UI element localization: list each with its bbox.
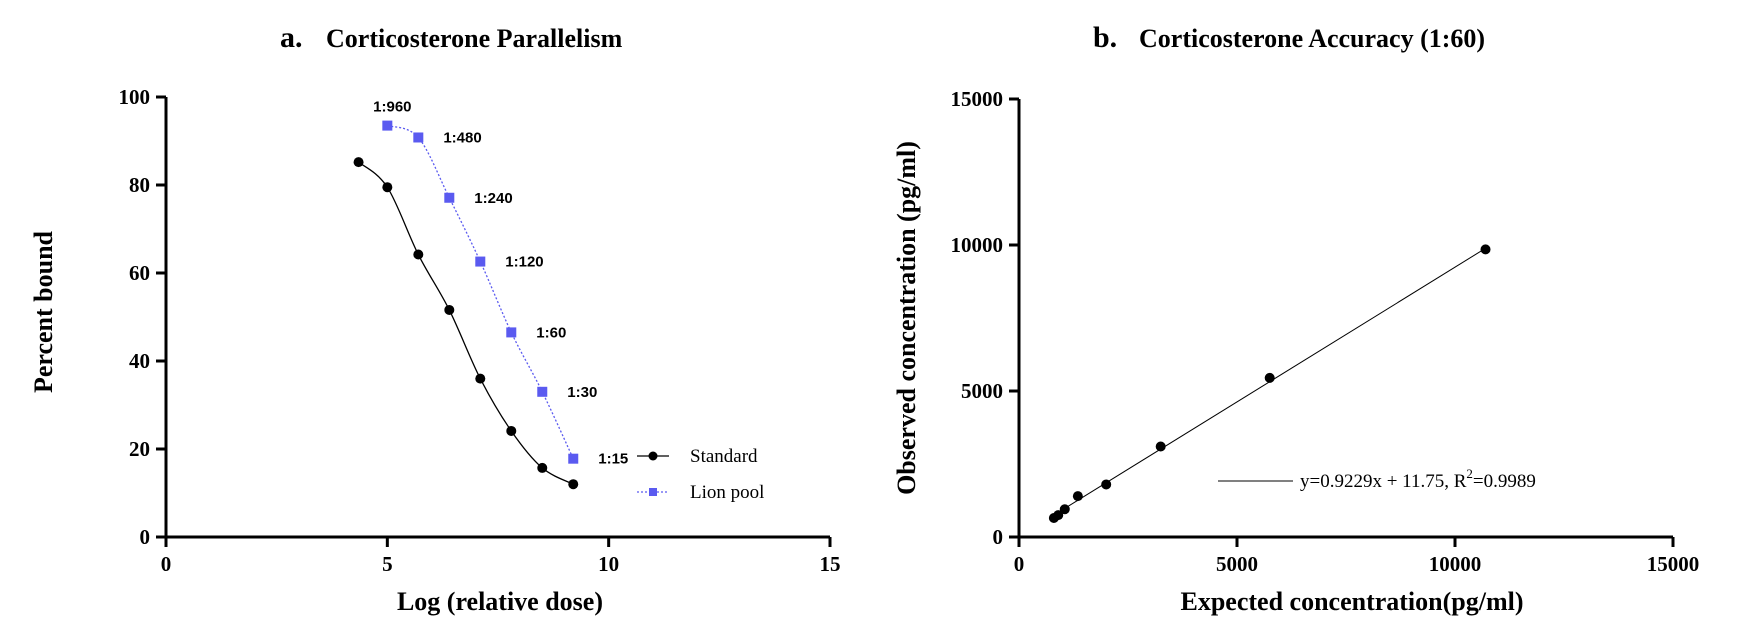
standard-curve (358, 161, 574, 485)
panel-b-letter: b. (1093, 21, 1117, 54)
accuracy-point (1480, 244, 1491, 255)
dilution-label: 1:60 (536, 324, 566, 341)
lion-pool-point (382, 120, 393, 131)
accuracy-point (1264, 372, 1275, 383)
panel-a-plot-area: 0 20 40 60 80 100 0 5 10 15 1:960 1:480 1:240 1:120 1:… (119, 85, 841, 576)
standard-point (475, 373, 486, 384)
dilution-label: 1:960 (373, 99, 411, 116)
standard-point (353, 157, 364, 168)
panel-a-y-tick-label: 80 (129, 173, 150, 197)
panel-b-x-tick-label: 5000 (1216, 552, 1258, 576)
panel-a-y-tick-label: 40 (129, 349, 150, 373)
panel-a-y-tick-label: 60 (129, 261, 150, 285)
panel-a-y-tick-label: 20 (129, 437, 150, 461)
panel-b-y-tick-label: 10000 (951, 233, 1004, 257)
lion-pool-curve (387, 124, 574, 459)
accuracy-point (1053, 510, 1064, 521)
dilution-label: 1:480 (443, 129, 481, 146)
panel-a-y-axis-title: Percent bound (29, 230, 58, 393)
lion-pool-point (475, 256, 486, 267)
panel-a-x-axis-title: Log (relative dose) (397, 587, 603, 616)
panel-b-title: Corticosterone Accuracy (1:60) (1139, 24, 1485, 53)
panel-b-y-tick-label: 0 (993, 525, 1004, 549)
panel-b-x-axis-title: Expected concentration(pg/ml) (1180, 587, 1523, 616)
lion-pool-point (444, 192, 455, 203)
dilution-label: 1:240 (474, 190, 512, 207)
panel-a-y-tick-label: 100 (119, 85, 151, 109)
accuracy-point (1101, 479, 1112, 490)
legend-lion-pool-marker (649, 488, 657, 496)
accuracy-point (1072, 491, 1083, 502)
fit-equation: y=0.9229x + 11.75, R2=0.9989 (1300, 466, 1536, 492)
panel-b-x-tick-label: 0 (1014, 552, 1025, 576)
lion-pool-point (506, 327, 517, 338)
lion-pool-point (413, 132, 424, 143)
panel-a-letter: a. (280, 21, 303, 54)
standard-point (444, 304, 455, 315)
accuracy-point (1155, 441, 1166, 452)
accuracy-point (1059, 504, 1070, 515)
lion-pool-point (537, 386, 548, 397)
panel-b-x-tick-label: 10000 (1429, 552, 1482, 576)
legend-lion-pool-label: Lion pool (690, 482, 764, 503)
legend-standard-marker (648, 451, 658, 461)
panel-a-x-tick-label: 15 (820, 552, 841, 576)
panel-b-y-tick-label: 5000 (961, 379, 1003, 403)
dilution-label: 1:15 (598, 451, 628, 468)
panel-a-x-tick-label: 10 (598, 552, 619, 576)
standard-point (413, 249, 424, 260)
panel-b-y-axis-title: Observed concentration (pg/ml) (892, 141, 921, 495)
standard-point (568, 479, 579, 490)
panel-a-x-tick-label: 0 (161, 552, 172, 576)
panel-a-y-tick-label: 0 (140, 525, 151, 549)
legend-standard-label: Standard (690, 446, 758, 467)
panel-b-y-tick-label: 15000 (951, 87, 1004, 111)
panel-b-plot-area: 0 5000 10000 15000 0 5000 10000 15000 (951, 87, 1700, 576)
panel-a-x-tick-label: 5 (382, 552, 393, 576)
dilution-label: 1:30 (567, 384, 597, 401)
lion-pool-point (568, 453, 579, 464)
panel-b-x-tick-label: 15000 (1647, 552, 1700, 576)
dilution-label: 1:120 (505, 254, 543, 271)
standard-point (382, 182, 393, 193)
panel-a-title: Corticosterone Parallelism (326, 24, 623, 53)
standard-point (506, 425, 517, 436)
standard-point (537, 462, 548, 473)
